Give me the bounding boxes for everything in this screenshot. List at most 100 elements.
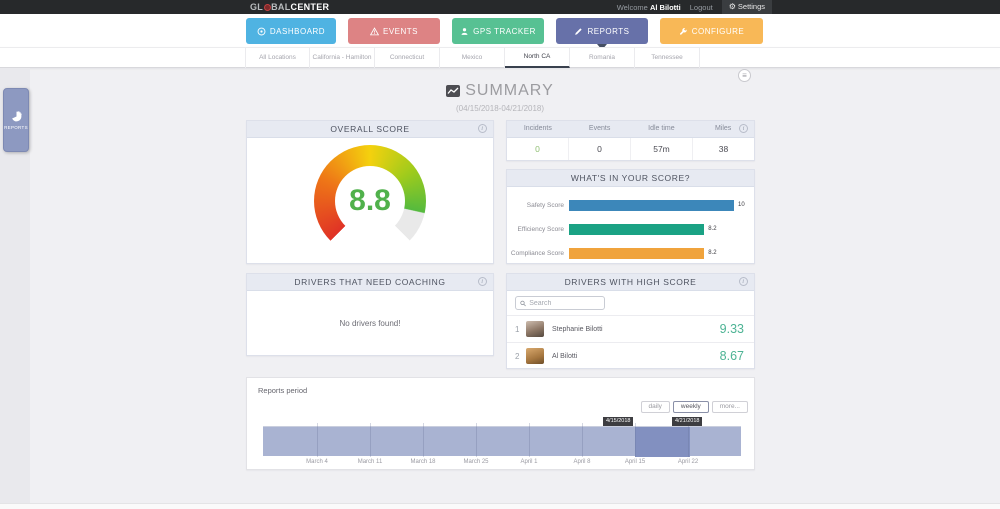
safety-score-bar (569, 199, 734, 211)
driver-search-box (515, 296, 605, 310)
chart-icon (446, 85, 461, 97)
more-button[interactable]: more... (711, 401, 748, 413)
axis-label: March 11 (357, 459, 383, 465)
stats-panel: Incidents Events Idle time Miles i 0 0 5… (506, 120, 755, 161)
high-score-panel: DRIVERS WITH HIGH SCORE i 1 Stephanie Bi… (506, 273, 755, 369)
range-start-badge: 4/15/2018 (603, 417, 634, 426)
driver-name: Al Bilotti (552, 352, 578, 360)
main-nav: DASHBOARD EVENTS GPS TRACKER REPORTS CON… (0, 14, 1000, 50)
person-icon (461, 27, 468, 35)
daily-button[interactable]: daily (640, 401, 670, 413)
logo-text-gl: GL (250, 2, 264, 12)
nav-configure-button[interactable]: CONFIGURE (660, 18, 763, 44)
driver-row[interactable]: 1 Stephanie Bilotti 9.33 (507, 315, 754, 342)
hamburger-icon: ≡ (742, 71, 747, 80)
tick (370, 423, 371, 457)
global-center-logo: GL BALCENTER (250, 0, 329, 14)
tick (688, 423, 689, 457)
logo-text-center: CENTER (290, 2, 330, 12)
tick (423, 423, 424, 457)
tab-connecticut[interactable]: Connecticut (375, 48, 440, 68)
driver-score: 9.33 (719, 322, 744, 336)
tab-north-ca[interactable]: North CA (505, 48, 570, 68)
timeline-axis: March 4 March 11 March 18 March 25 April… (263, 459, 741, 467)
tab-romania[interactable]: Romania (570, 48, 635, 68)
axis-label: March 25 (463, 459, 489, 465)
score-breakdown-header: WHAT'S IN YOUR SCORE? (507, 170, 754, 187)
selected-range[interactable] (635, 427, 690, 457)
events-value: 0 (568, 138, 630, 160)
range-end-badge: 4/21/2018 (672, 417, 703, 426)
tick (317, 423, 318, 457)
tick (529, 423, 530, 457)
efficiency-score-bar (569, 223, 705, 235)
info-icon[interactable]: i (478, 277, 487, 286)
efficiency-score-bar-row: Efficiency Score 8.2 (507, 217, 754, 241)
axis-label: April 1 (520, 459, 538, 465)
nav-gps-tracker-button[interactable]: GPS TRACKER (452, 18, 544, 44)
incidents-value: 0 (535, 144, 540, 154)
coaching-header: DRIVERS THAT NEED COACHING i (247, 274, 493, 291)
score-breakdown-panel: WHAT'S IN YOUR SCORE? Safety Score 10 Ef… (506, 169, 755, 264)
logo-text-bal: BAL (271, 2, 291, 12)
coaching-panel: DRIVERS THAT NEED COACHING i No drivers … (246, 273, 494, 356)
info-icon[interactable]: i (739, 124, 748, 133)
date-range: (04/15/2018-04/21/2018) (455, 104, 545, 113)
tab-tennessee[interactable]: Tennessee (635, 48, 700, 68)
wrench-icon: ⚙ (728, 2, 736, 11)
logout-link[interactable]: Logout (689, 2, 713, 12)
tab-mexico[interactable]: Mexico (440, 48, 505, 68)
axis-label: March 18 (410, 459, 436, 465)
page-title: SUMMARY (446, 82, 554, 100)
efficiency-score-value: 8.2 (708, 225, 717, 232)
nav-events-button[interactable]: EVENTS (348, 18, 440, 44)
tab-all-locations[interactable]: All Locations (245, 48, 310, 68)
bottom-strip (0, 503, 1000, 509)
tab-california-hamilton[interactable]: California - Hamilton (310, 48, 375, 68)
configure-wrench-icon (679, 27, 687, 35)
compliance-score-bar (569, 247, 705, 259)
nav-dashboard-button[interactable]: DASHBOARD (246, 18, 336, 44)
stats-col-events: Events (588, 125, 611, 132)
efficiency-score-label: Efficiency Score (517, 225, 564, 233)
warning-icon (369, 26, 379, 35)
coaching-empty-message: No drivers found! (339, 319, 401, 328)
driver-row[interactable]: 2 Al Bilotti 8.67 (507, 342, 754, 369)
avatar (526, 321, 544, 337)
stats-col-idle-time: Idle time (648, 125, 675, 132)
compliance-score-bar-row: Compliance Score 8.2 (507, 241, 754, 265)
pie-chart-icon (11, 110, 22, 121)
settings-button[interactable]: ⚙ Settings (721, 0, 772, 14)
driver-search-input[interactable] (529, 299, 600, 307)
stats-col-incidents: Incidents (523, 125, 552, 132)
overall-score-panel: OVERALL SCORE i 8.8 (246, 120, 494, 264)
period-timeline[interactable] (263, 423, 741, 457)
axis-label: April 15 (624, 459, 646, 465)
driver-rank: 1 (515, 324, 520, 334)
stats-col-miles: Miles (714, 125, 732, 132)
export-menu-button[interactable]: ≡ (738, 69, 751, 82)
idle-time-value: 57m (630, 138, 692, 160)
driver-rank: 2 (515, 351, 520, 361)
logo-target-icon (263, 4, 271, 11)
overall-score-value: 8.8 (349, 184, 391, 217)
info-icon[interactable]: i (739, 277, 748, 286)
compliance-score-value: 8.2 (708, 249, 717, 256)
info-icon[interactable]: i (478, 124, 487, 133)
pencil-icon (575, 27, 583, 35)
search-icon (520, 300, 526, 306)
stats-values-row: 0 0 57m 38 (507, 138, 754, 160)
high-score-header: DRIVERS WITH HIGH SCORE i (507, 274, 754, 291)
nav-reports-button[interactable]: REPORTS (556, 18, 648, 44)
overall-score-header: OVERALL SCORE i (247, 121, 493, 138)
axis-label: April 8 (573, 459, 591, 465)
weekly-button[interactable]: weekly (672, 401, 709, 413)
miles-value: 38 (692, 138, 754, 160)
summary-header: SUMMARY (04/15/2018-04/21/2018) (0, 82, 1000, 113)
reports-period-panel: Reports period daily weekly more... 4/15… (246, 377, 755, 470)
location-tabs-bar: All Locations California - Hamilton Conn… (0, 47, 1000, 68)
driver-score: 8.67 (719, 349, 744, 363)
reports-side-tab[interactable]: REPORTS (3, 88, 29, 152)
safety-score-label: Safety Score (526, 201, 564, 209)
reports-period-title: Reports period (258, 386, 308, 395)
